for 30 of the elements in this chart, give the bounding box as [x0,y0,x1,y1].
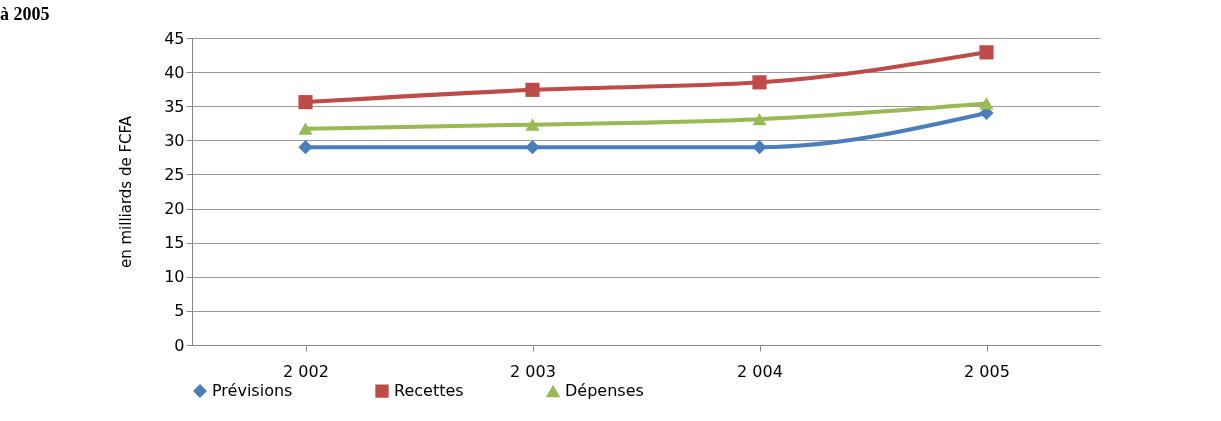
legend-label: Recettes [394,381,464,401]
y-tick-label: 30 [164,130,185,150]
point [752,75,767,90]
y-tick-label: 25 [164,164,185,184]
legend-label: Prévisions [212,381,293,401]
point [525,140,540,155]
point [525,82,540,97]
point [979,45,994,60]
y-tick-label: 5 [174,301,185,321]
text: à 2005 [0,4,50,24]
y-tick-label: 10 [164,267,185,287]
x-tick-label: 2 003 [510,361,556,381]
y-tick-label: 35 [164,96,185,116]
x-tick-label: 2 002 [283,361,329,381]
point [525,118,540,131]
point [979,97,994,110]
point [298,122,313,135]
y-axis-title: en milliards de FCFA [117,115,136,269]
point [752,140,767,155]
y-tick-label: 15 [164,233,185,253]
point [298,140,313,155]
x-tick-label: 2 005 [964,361,1010,381]
y-tick-label: 45 [164,28,185,48]
point [752,113,767,126]
y-tick-label: 0 [174,335,185,355]
x-tick-label: 2 004 [737,361,783,381]
legend-label: Dépenses [565,381,644,401]
y-tick-label: 20 [164,199,185,219]
y-tick-label: 40 [164,62,185,82]
point [298,95,313,110]
